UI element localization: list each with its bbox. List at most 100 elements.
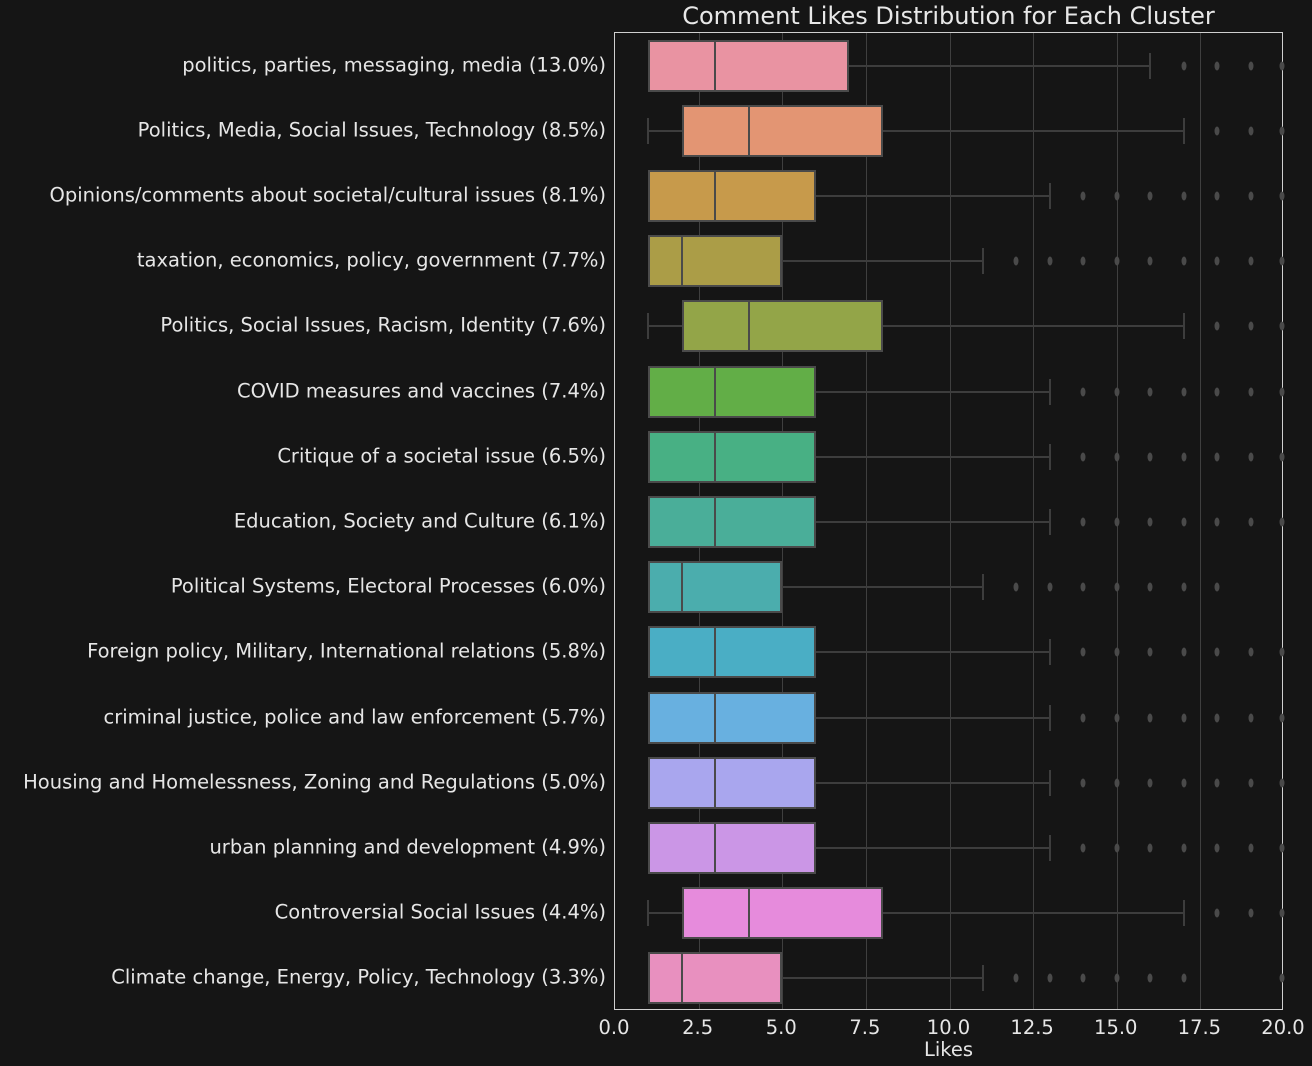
median-line (680, 952, 683, 1005)
outlier-point (1279, 191, 1285, 201)
outlier-point (1114, 387, 1120, 397)
outlier-point (1181, 778, 1187, 788)
outlier-point (1080, 843, 1086, 853)
median-line (714, 756, 717, 809)
y-tick-label: politics, parties, messaging, media (13.… (182, 53, 606, 77)
outlier-point (1248, 647, 1254, 657)
outlier-point (1214, 191, 1220, 201)
upper-whisker (815, 716, 1050, 719)
x-tick-label: 15.0 (1094, 1016, 1138, 1039)
box (648, 821, 816, 875)
median-line (747, 300, 750, 353)
x-tick-label: 0.0 (598, 1016, 630, 1039)
x-tick-label: 20.0 (1261, 1016, 1305, 1039)
upper-whisker (782, 977, 983, 980)
box (681, 887, 883, 940)
outlier-point (1248, 256, 1254, 266)
upper-cap (1182, 313, 1185, 340)
outlier-point (1279, 387, 1285, 397)
upper-cap (1048, 508, 1051, 536)
outlier-point (1181, 843, 1187, 853)
outlier-point (1279, 517, 1285, 527)
outlier-point (1114, 973, 1120, 983)
box (648, 39, 850, 92)
box (648, 756, 816, 809)
outlier-point (1080, 256, 1086, 266)
outlier-point (1181, 191, 1187, 201)
outlier-point (1279, 908, 1285, 918)
outlier-point (1114, 256, 1120, 266)
outlier-point (1214, 843, 1220, 853)
x-tick-label: 12.5 (1010, 1016, 1054, 1039)
outlier-point (1248, 387, 1254, 397)
lower-whisker (648, 129, 682, 132)
outlier-point (1279, 647, 1285, 657)
outlier-point (1248, 908, 1254, 918)
outlier-point (1248, 191, 1254, 201)
y-tick-label: Political Systems, Electoral Processes (… (170, 574, 606, 598)
upper-cap (1048, 769, 1051, 796)
y-tick-label: urban planning and development (4.9%) (209, 835, 606, 859)
outlier-point (1147, 256, 1153, 266)
outlier-point (1214, 126, 1220, 136)
outlier-point (1080, 778, 1086, 788)
y-tick-label: Opinions/comments about societal/cultura… (49, 183, 606, 207)
outlier-point (1147, 582, 1153, 592)
y-tick-label: Politics, Media, Social Issues, Technolo… (137, 118, 606, 142)
grid-line (1200, 33, 1202, 1009)
box (648, 365, 816, 418)
upper-cap (1048, 704, 1051, 731)
upper-whisker (815, 847, 1050, 849)
box (648, 952, 783, 1005)
lower-whisker (648, 912, 682, 915)
x-tick-label: 2.5 (682, 1016, 714, 1039)
upper-whisker (882, 912, 1184, 915)
outlier-point (1114, 582, 1120, 592)
x-tick-label: 7.5 (849, 1016, 881, 1039)
y-tick-label: taxation, economics, policy, government … (136, 248, 606, 272)
lower-cap (647, 900, 650, 927)
outlier-point (1248, 321, 1254, 331)
median-line (747, 887, 750, 940)
upper-whisker (782, 586, 983, 589)
box (648, 169, 816, 223)
outlier-point (1013, 256, 1019, 266)
box (648, 691, 816, 744)
median-line (680, 235, 683, 288)
upper-whisker (815, 390, 1050, 393)
outlier-point (1080, 191, 1086, 201)
outlier-point (1181, 647, 1187, 657)
outlier-point (1114, 517, 1120, 527)
outlier-point (1080, 713, 1086, 723)
outlier-point (1214, 778, 1220, 788)
outlier-point (1147, 973, 1153, 983)
box (681, 104, 883, 157)
outlier-point (1181, 452, 1187, 462)
upper-cap (1182, 900, 1185, 927)
x-tick-label: 5.0 (765, 1016, 797, 1039)
upper-cap (981, 574, 984, 601)
median-line (714, 365, 717, 418)
upper-cap (1149, 52, 1152, 79)
outlier-point (1147, 517, 1153, 527)
upper-cap (1048, 443, 1051, 470)
outlier-point (1279, 452, 1285, 462)
outlier-point (1279, 321, 1285, 331)
outlier-point (1214, 647, 1220, 657)
upper-cap (1048, 378, 1051, 405)
outlier-point (1181, 713, 1187, 723)
outlier-point (1013, 582, 1019, 592)
upper-whisker (815, 195, 1050, 197)
y-tick-label: COVID measures and vaccines (7.4%) (236, 379, 606, 403)
outlier-point (1214, 321, 1220, 331)
median-line (714, 169, 717, 223)
upper-whisker (815, 781, 1050, 784)
median-line (714, 626, 717, 679)
outlier-point (1080, 452, 1086, 462)
outlier-point (1279, 778, 1285, 788)
outlier-point (1114, 778, 1120, 788)
outlier-point (1114, 713, 1120, 723)
upper-whisker (849, 64, 1151, 67)
outlier-point (1279, 61, 1285, 71)
outlier-point (1080, 973, 1086, 983)
